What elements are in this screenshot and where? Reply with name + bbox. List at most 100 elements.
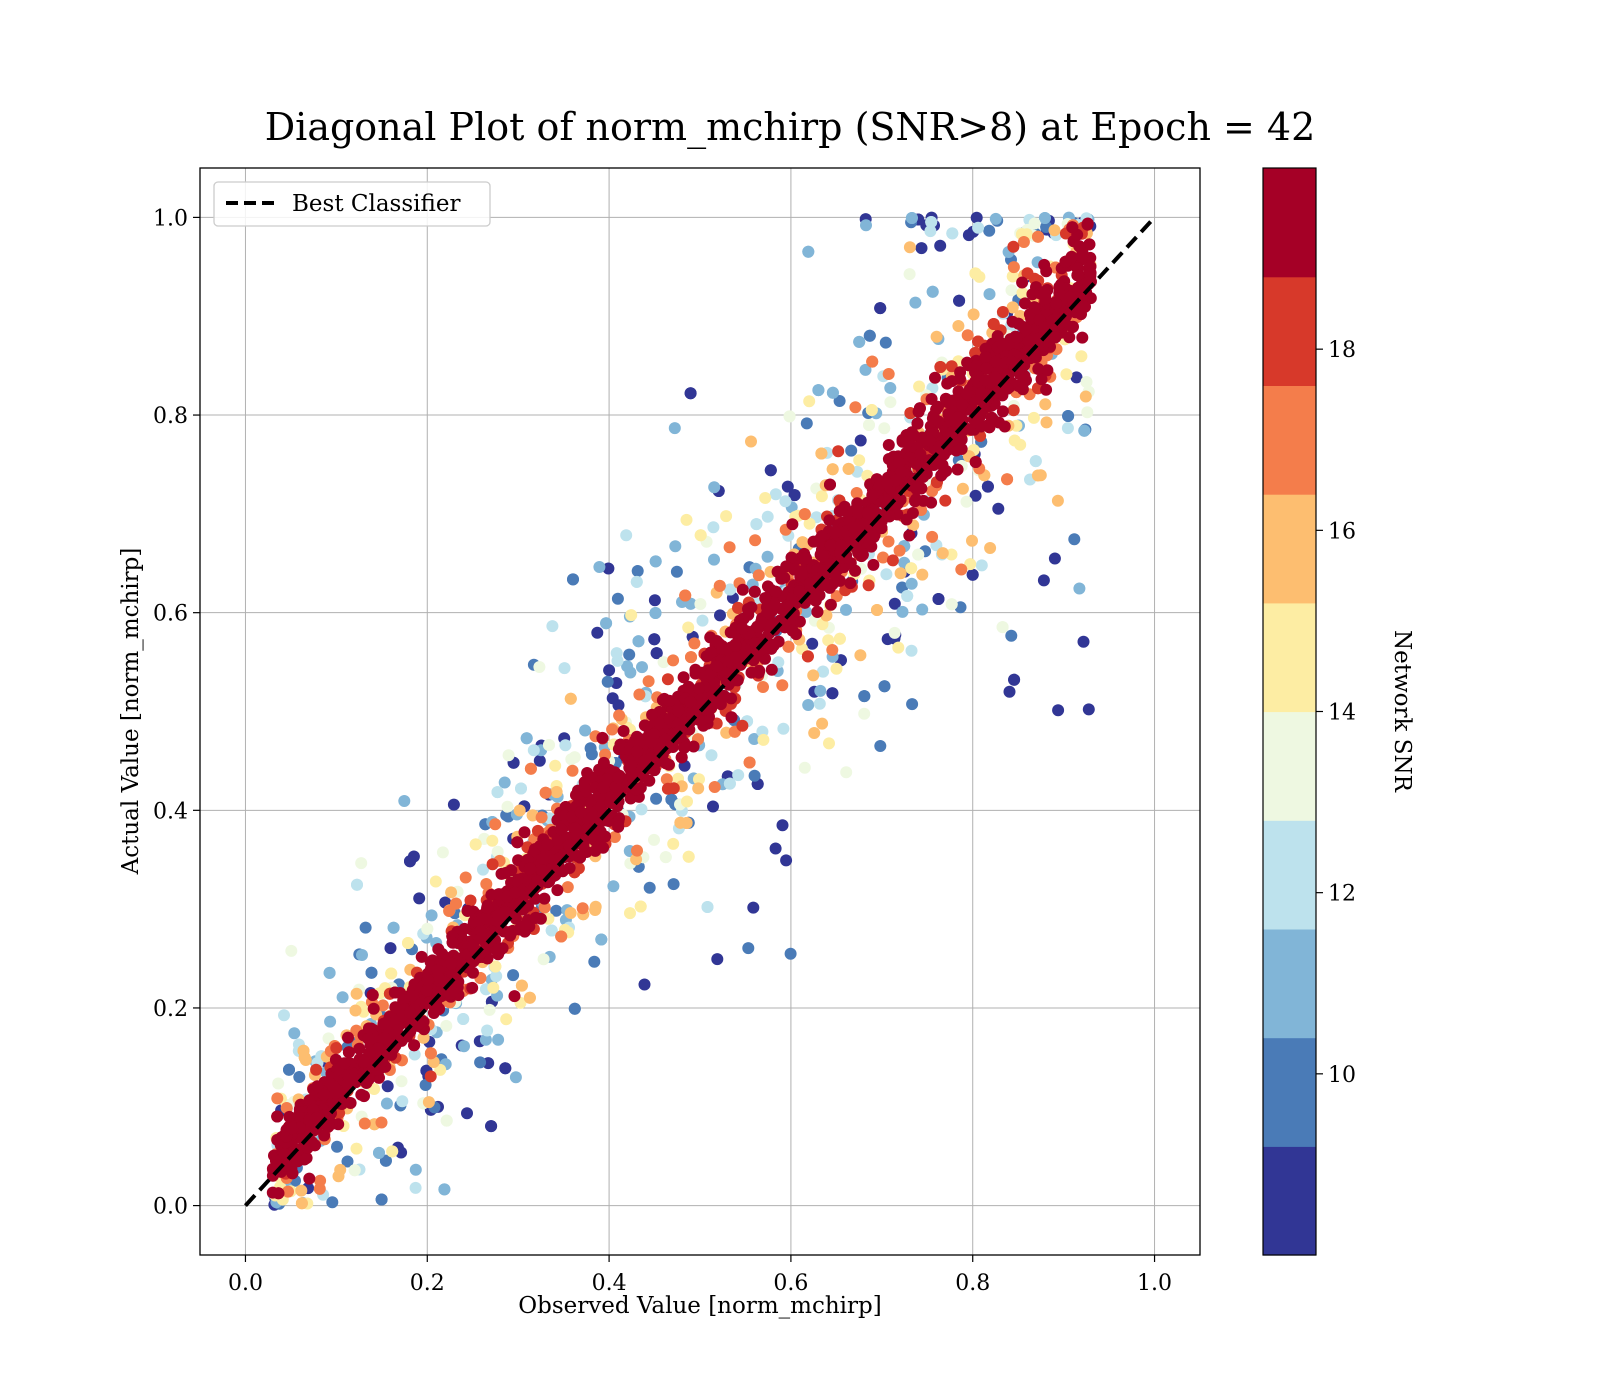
scatter-point	[607, 880, 620, 893]
scatter-point	[926, 530, 939, 543]
scatter-point	[631, 745, 644, 758]
scatter-point	[406, 989, 418, 1002]
scatter-point	[803, 517, 816, 530]
scatter-point	[457, 1013, 470, 1025]
colorbar-segment	[1263, 928, 1316, 1039]
scatter-point	[356, 949, 368, 961]
scatter-point	[447, 798, 460, 811]
scatter-point	[650, 647, 663, 660]
scatter-point	[531, 875, 544, 887]
scatter-point	[1039, 292, 1052, 305]
scatter-point	[967, 308, 980, 321]
scatter-point	[570, 789, 582, 802]
scatter-point	[1066, 221, 1079, 234]
colorbar-segment	[1263, 168, 1316, 278]
scatter-point	[538, 901, 551, 914]
scatter-point	[389, 1001, 402, 1014]
scatter-point	[440, 1019, 453, 1032]
scatter-point	[657, 656, 670, 669]
scatter-point	[1079, 390, 1092, 403]
scatter-point	[358, 1117, 371, 1130]
scatter-point	[353, 1042, 366, 1055]
scatter-point	[631, 844, 643, 857]
scatter-point	[777, 722, 790, 735]
legend: Best Classifier	[213, 181, 491, 227]
scatter-point	[1038, 321, 1051, 334]
scatter-point	[459, 871, 472, 884]
scatter-point	[1079, 300, 1091, 313]
scatter-point	[608, 831, 621, 843]
scatter-point	[310, 1112, 323, 1124]
scatter-point	[501, 926, 514, 939]
scatter-point	[826, 386, 839, 399]
scatter-point	[490, 970, 503, 983]
scatter-point	[826, 463, 839, 476]
scatter-point	[636, 661, 648, 674]
scatter-point	[1041, 364, 1054, 377]
scatter-point	[421, 922, 434, 935]
scatter-point	[956, 482, 969, 495]
scatter-point	[840, 603, 852, 616]
scatter-point	[850, 487, 863, 499]
scatter-point	[748, 585, 761, 598]
scatter-point	[1050, 297, 1063, 310]
scatter-point	[1031, 469, 1044, 482]
colorbar-tick-label: 14	[1328, 701, 1356, 726]
scatter-point	[759, 592, 772, 605]
scatter-point	[498, 776, 511, 789]
scatter-point	[515, 782, 527, 795]
scatter-point	[438, 1183, 451, 1196]
scatter-point	[682, 680, 695, 693]
scatter-point	[1048, 552, 1061, 565]
scatter-point	[588, 955, 601, 968]
scatter-point	[431, 964, 444, 977]
scatter-point	[845, 444, 858, 457]
scatter-point	[487, 981, 500, 994]
scatter-point	[642, 675, 655, 688]
scatter-point	[613, 709, 626, 722]
scatter-point	[475, 932, 488, 944]
scatter-point	[687, 740, 700, 753]
scatter-point	[960, 495, 973, 508]
scatter-point	[691, 704, 703, 717]
scatter-point	[905, 212, 918, 224]
scatter-point	[667, 837, 680, 850]
scatter-point	[576, 902, 589, 915]
scatter-point	[742, 942, 755, 955]
scatter-point	[589, 844, 602, 857]
scatter-point	[1005, 284, 1018, 297]
y-tick-label: 0.0	[153, 1195, 188, 1220]
scatter-point	[934, 239, 947, 252]
scatter-point	[1007, 404, 1020, 417]
scatter-point	[824, 598, 837, 611]
scatter-point	[913, 380, 926, 393]
scatter-point	[1076, 247, 1089, 260]
scatter-point	[495, 867, 508, 880]
scatter-point	[523, 991, 536, 1004]
scatter-point	[725, 711, 738, 724]
scatter-point	[328, 1081, 341, 1094]
scatter-point	[313, 1182, 326, 1195]
scatter-point	[951, 463, 964, 476]
scatter-point	[815, 447, 828, 460]
scatter-point	[579, 724, 592, 737]
scatter-point	[802, 699, 815, 711]
scatter-point	[278, 1009, 290, 1022]
scatter-point	[781, 480, 794, 493]
scatter-point	[808, 727, 821, 739]
scatter-point	[779, 495, 792, 508]
scatter-point	[724, 583, 737, 596]
scatter-point	[732, 769, 745, 782]
scatter-point	[803, 395, 816, 408]
scatter-point	[621, 660, 634, 673]
y-axis-ticks: 0.0 0.2 0.4 0.6 0.8 1.0	[153, 206, 200, 1220]
scatter-point	[854, 649, 867, 662]
scatter-point	[713, 579, 726, 592]
scatter-point	[477, 863, 489, 876]
scatter-point	[266, 1186, 279, 1199]
scatter-point	[511, 836, 524, 849]
scatter-point	[367, 1002, 380, 1015]
colorbar-segment	[1263, 385, 1316, 495]
scatter-point	[932, 593, 945, 605]
scatter-point	[324, 1015, 337, 1028]
